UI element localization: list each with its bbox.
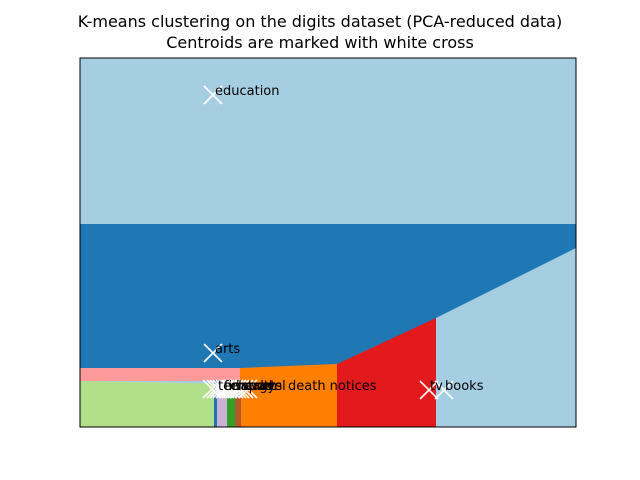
region-red — [337, 318, 436, 427]
region-teal-strip — [214, 380, 217, 427]
chart-title: K-means clustering on the digits dataset… — [77, 12, 563, 31]
region-pink — [80, 368, 240, 381]
label-fragment-5: travel — [248, 379, 286, 394]
centroid-cluster-7 — [224, 379, 244, 399]
region-light-green — [80, 381, 240, 427]
label-books: books — [445, 379, 484, 394]
centroid-books — [434, 380, 454, 400]
centroid-markers — [202, 85, 454, 400]
label-fragment-1: finance — [224, 379, 272, 394]
region-green-strip — [227, 380, 235, 427]
centroid-education-stroke-b — [203, 85, 223, 105]
chart-subtitle: Centroids are marked with white cross — [166, 33, 474, 52]
region-books — [436, 248, 576, 427]
centroid-labels: education arts techfinanceenergyhealthspor… — [215, 84, 484, 394]
centroid-arts — [203, 343, 223, 363]
label-arts: arts — [215, 342, 240, 357]
centroid-cluster-9 — [230, 379, 250, 399]
centroid-education — [203, 85, 223, 105]
centroid-cluster-11 — [238, 379, 258, 399]
region-brown-strip — [235, 380, 241, 427]
plot-frame — [79, 57, 577, 428]
centroid-cluster-10 — [234, 379, 254, 399]
label-fragment-4: sports — [242, 379, 282, 394]
centroid-cluster-10-stroke-b — [234, 379, 254, 399]
label-fragment-2: energy — [230, 379, 276, 394]
centroid-cluster-7-stroke-b — [224, 379, 244, 399]
label-tv: tv — [430, 379, 443, 394]
label-fragment-3: health — [236, 379, 277, 394]
centroid-cluster-9-stroke-b — [230, 379, 250, 399]
centroid-cluster-11-stroke-b — [238, 379, 258, 399]
label-education: education — [215, 84, 280, 99]
centroid-tv-stroke-b — [419, 380, 439, 400]
label-death-notices: death notices — [288, 379, 377, 394]
region-lavender-strip — [217, 380, 227, 427]
centroid-tv — [419, 380, 439, 400]
label-fragment-0: tech — [218, 379, 246, 394]
centroid-arts-stroke-b — [203, 343, 223, 363]
centroid-books-stroke-b — [434, 380, 454, 400]
region-orange — [240, 364, 337, 427]
cluster-regions — [80, 58, 576, 427]
